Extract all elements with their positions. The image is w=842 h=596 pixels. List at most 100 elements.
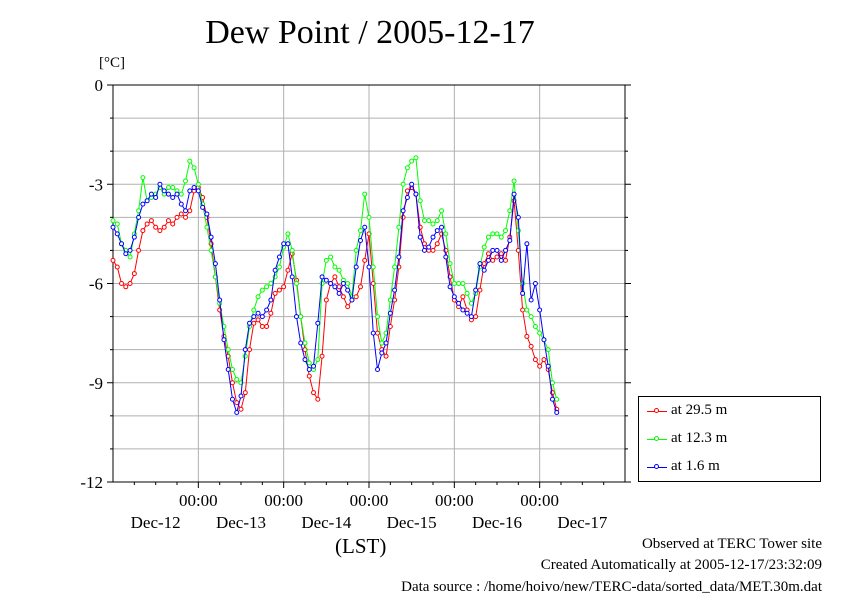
data-point-2 <box>315 320 321 326</box>
data-point-1 <box>362 191 368 197</box>
data-point-2 <box>127 247 133 253</box>
data-point-1 <box>375 314 381 320</box>
data-point-0 <box>140 228 146 234</box>
data-point-2 <box>340 281 346 286</box>
data-point-1 <box>183 178 189 184</box>
legend-marker-12-3m <box>654 436 659 441</box>
data-point-2 <box>353 264 359 270</box>
data-point-2 <box>255 310 261 316</box>
data-point-2 <box>114 231 120 237</box>
x-tick-time-label: 00:00 <box>350 491 389 510</box>
data-point-0 <box>247 347 253 353</box>
data-point-1 <box>195 181 201 187</box>
data-point-0 <box>434 241 440 247</box>
data-point-2 <box>161 188 167 194</box>
data-point-1 <box>528 314 534 320</box>
data-point-1 <box>229 367 235 373</box>
data-point-2 <box>477 261 483 267</box>
data-point-1 <box>306 360 312 366</box>
data-point-2 <box>357 237 363 243</box>
data-point-1 <box>485 234 491 240</box>
data-point-2 <box>225 367 231 373</box>
data-point-0 <box>375 330 381 336</box>
data-point-0 <box>178 211 184 217</box>
data-point-0 <box>473 314 479 320</box>
x-day-label: Dec-14 <box>301 513 352 532</box>
data-point-2 <box>417 234 423 240</box>
data-point-1 <box>554 396 560 402</box>
data-point-2 <box>456 300 462 306</box>
data-point-1 <box>434 218 440 224</box>
data-point-0 <box>524 333 530 339</box>
data-point-1 <box>494 231 500 237</box>
data-point-0 <box>503 257 509 263</box>
data-point-2 <box>413 191 419 197</box>
data-point-0 <box>161 224 167 230</box>
chart-legend: at 29.5 m at 12.3 m at 1.6 m <box>638 396 821 482</box>
x-day-label: Dec-16 <box>472 513 522 532</box>
data-point-0 <box>345 304 351 310</box>
data-point-1 <box>165 185 171 191</box>
data-point-1 <box>451 281 457 286</box>
data-point-1 <box>515 228 521 234</box>
data-point-0 <box>281 284 287 290</box>
data-point-2 <box>430 234 436 240</box>
data-point-2 <box>229 396 235 402</box>
data-point-2 <box>421 247 427 253</box>
legend-marker-29-5m <box>654 408 659 413</box>
data-point-2 <box>349 297 355 303</box>
data-point-2 <box>541 337 547 343</box>
data-point-2 <box>140 201 146 207</box>
data-point-2 <box>276 254 282 260</box>
data-point-2 <box>498 257 504 263</box>
data-point-1 <box>323 257 329 263</box>
data-point-1 <box>336 267 342 273</box>
data-point-0 <box>131 271 137 277</box>
data-point-2 <box>481 267 487 273</box>
data-point-0 <box>259 324 265 330</box>
data-point-2 <box>528 297 534 303</box>
data-point-2 <box>212 261 218 267</box>
data-point-0 <box>537 363 543 369</box>
data-point-2 <box>302 357 308 363</box>
data-point-2 <box>123 251 129 257</box>
data-point-2 <box>409 181 415 187</box>
data-point-1 <box>264 284 270 290</box>
data-point-2 <box>362 224 368 230</box>
x-tick-time-label: 00:00 <box>264 491 303 510</box>
data-point-0 <box>311 390 317 396</box>
data-source-note: Data source : /home/hoivo/new/TERC-data/… <box>401 579 822 595</box>
data-point-1 <box>447 261 453 267</box>
data-point-2 <box>187 188 193 194</box>
x-day-label: Dec-17 <box>557 513 608 532</box>
data-point-1 <box>498 234 504 240</box>
created-note: Created Automatically at 2005-12-17/23:3… <box>540 557 822 573</box>
data-point-1 <box>511 178 517 184</box>
data-point-0 <box>532 357 538 363</box>
data-point-0 <box>127 281 133 286</box>
data-point-1 <box>524 307 530 313</box>
y-tick-label: 0 <box>95 76 104 95</box>
data-point-2 <box>136 214 142 220</box>
data-point-1 <box>276 264 282 270</box>
data-point-1 <box>379 340 385 346</box>
data-point-1 <box>234 376 240 382</box>
data-point-2 <box>515 214 521 220</box>
data-point-2 <box>208 234 214 240</box>
data-point-1 <box>285 231 291 237</box>
data-point-0 <box>323 297 329 303</box>
data-point-1 <box>293 281 299 286</box>
data-point-1 <box>353 247 359 253</box>
data-point-1 <box>315 357 321 363</box>
data-point-2 <box>131 234 137 240</box>
data-point-1 <box>187 158 193 164</box>
data-point-1 <box>396 224 402 230</box>
data-point-2 <box>532 281 538 286</box>
data-point-2 <box>451 294 457 300</box>
data-point-2 <box>507 237 513 243</box>
legend-label-1-6m: at 1.6 m <box>671 458 720 474</box>
data-point-0 <box>183 214 189 220</box>
data-point-2 <box>503 247 509 253</box>
data-point-2 <box>264 307 270 313</box>
data-point-1 <box>140 175 146 181</box>
